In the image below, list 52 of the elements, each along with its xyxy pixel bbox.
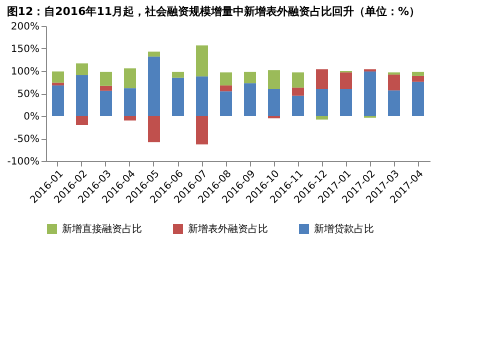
bar <box>316 116 328 120</box>
bar <box>220 85 232 92</box>
y-tick-label: 200% <box>10 22 40 32</box>
bar <box>196 76 208 116</box>
bar <box>100 72 112 86</box>
bar <box>172 72 184 78</box>
y-tick-label: 50% <box>17 89 40 100</box>
bar <box>268 89 280 116</box>
bar <box>316 69 328 89</box>
bar <box>412 82 424 116</box>
bar <box>52 82 64 86</box>
bar <box>124 68 136 88</box>
bar <box>292 96 304 116</box>
bar <box>196 116 208 144</box>
legend-label: 新增贷款占比 <box>314 223 374 235</box>
bar <box>148 56 160 116</box>
bar <box>364 71 376 116</box>
bar <box>100 90 112 116</box>
y-tick-label: -50% <box>14 134 40 145</box>
bar <box>316 89 328 116</box>
bar <box>388 90 400 116</box>
bar <box>412 72 424 76</box>
bar <box>76 75 88 116</box>
bar <box>76 63 88 76</box>
bar <box>220 91 232 116</box>
bar <box>244 83 256 116</box>
bar <box>340 72 352 89</box>
bar <box>52 85 64 116</box>
legend-label: 新增表外融资占比 <box>188 223 268 235</box>
chart-title: 图12：自2016年11月起，社会融资规模增量中新增表外融资占比回升（单位：%） <box>6 5 420 18</box>
y-tick-label: 100% <box>10 66 40 78</box>
bar <box>76 116 88 125</box>
bar <box>124 88 136 116</box>
bar <box>340 89 352 116</box>
bar <box>124 116 136 120</box>
bar <box>292 72 304 88</box>
bar <box>100 86 112 91</box>
y-tick-label: -100% <box>7 156 40 168</box>
bar <box>52 71 64 83</box>
bar <box>388 74 400 90</box>
bar <box>172 78 184 116</box>
bar <box>148 116 160 142</box>
bar <box>292 88 304 96</box>
y-tick-label: 0% <box>24 112 40 122</box>
bar <box>148 52 160 57</box>
bar <box>268 70 280 89</box>
bar <box>412 76 424 82</box>
bar <box>244 72 256 84</box>
legend-label: 新增直接融资占比 <box>62 223 142 235</box>
bar <box>196 45 208 76</box>
bar <box>220 72 232 86</box>
y-tick-label: 150% <box>10 44 40 55</box>
